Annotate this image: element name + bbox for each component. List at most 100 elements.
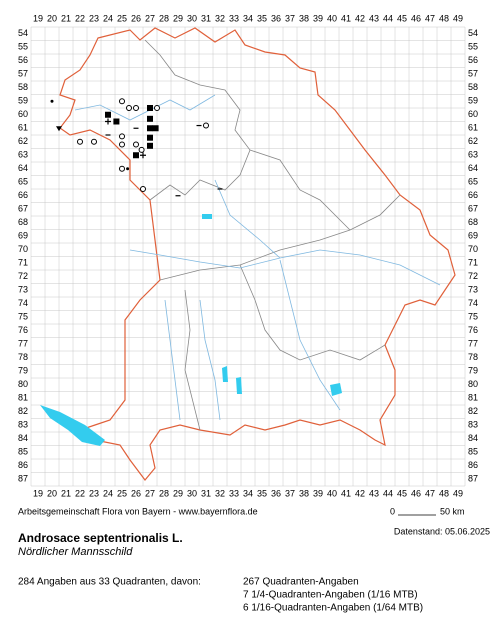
column-label: 22 bbox=[75, 13, 85, 23]
column-label: 23 bbox=[89, 488, 99, 498]
marker-triangle bbox=[56, 126, 62, 132]
river bbox=[279, 259, 341, 411]
marker-square bbox=[147, 125, 153, 132]
row-label: 83 bbox=[468, 420, 478, 430]
row-label: 74 bbox=[468, 298, 478, 308]
row-label: 73 bbox=[18, 285, 28, 295]
lake bbox=[222, 366, 228, 382]
district-border bbox=[184, 289, 201, 431]
column-label: 30 bbox=[187, 488, 197, 498]
river bbox=[214, 179, 281, 259]
row-label: 55 bbox=[18, 42, 28, 52]
column-label: 20 bbox=[47, 13, 57, 23]
marker-circle bbox=[119, 165, 125, 172]
lake bbox=[202, 214, 212, 219]
column-label: 21 bbox=[61, 13, 71, 23]
column-label: 39 bbox=[313, 13, 323, 23]
row-label: 73 bbox=[468, 285, 478, 295]
row-label: 76 bbox=[18, 325, 28, 335]
column-label: 25 bbox=[117, 488, 127, 498]
row-label: 87 bbox=[18, 474, 28, 484]
row-label: 62 bbox=[468, 136, 478, 146]
row-label: 84 bbox=[18, 433, 28, 443]
column-label: 36 bbox=[271, 13, 281, 23]
row-label: 68 bbox=[468, 217, 478, 227]
row-label: 61 bbox=[18, 123, 28, 133]
marker-circle bbox=[133, 141, 139, 148]
row-label: 55 bbox=[468, 42, 478, 52]
column-label: 41 bbox=[341, 488, 351, 498]
row-label: 74 bbox=[18, 298, 28, 308]
column-label: 24 bbox=[103, 13, 113, 23]
column-label: 42 bbox=[355, 13, 365, 23]
marker-circle bbox=[138, 146, 145, 153]
marker-square bbox=[147, 142, 153, 149]
district-border bbox=[239, 264, 386, 361]
column-label: 38 bbox=[299, 13, 309, 23]
marker-plus bbox=[105, 118, 111, 125]
row-label: 76 bbox=[468, 325, 478, 335]
column-label: 30 bbox=[187, 13, 197, 23]
row-label: 59 bbox=[468, 96, 478, 106]
row-label: 57 bbox=[468, 69, 478, 79]
stats-line: 7 1/4-Quadranten-Angaben (1/16 MTB) bbox=[243, 590, 418, 601]
marker-circle bbox=[154, 105, 160, 111]
lake bbox=[236, 377, 242, 394]
marker-square bbox=[105, 111, 111, 118]
row-label: 54 bbox=[468, 28, 478, 38]
row-label: 69 bbox=[468, 231, 478, 241]
column-label: 48 bbox=[439, 488, 449, 498]
row-label: 82 bbox=[468, 406, 478, 416]
row-label: 57 bbox=[18, 69, 28, 79]
row-label: 71 bbox=[18, 258, 28, 268]
row-label: 86 bbox=[18, 460, 28, 470]
column-label: 32 bbox=[215, 488, 225, 498]
marker-square bbox=[147, 115, 153, 122]
column-label: 31 bbox=[201, 488, 211, 498]
marker-plus bbox=[140, 152, 146, 159]
marker-square bbox=[133, 152, 139, 159]
marker-square bbox=[113, 118, 120, 125]
river bbox=[164, 299, 181, 421]
marker-circle bbox=[140, 186, 146, 192]
marker-circle bbox=[203, 122, 209, 129]
marker-dot bbox=[126, 167, 130, 171]
row-label: 86 bbox=[468, 460, 478, 470]
column-label: 40 bbox=[327, 488, 337, 498]
row-label: 64 bbox=[468, 163, 478, 173]
row-label: 64 bbox=[18, 163, 28, 173]
column-label: 43 bbox=[369, 13, 379, 23]
column-label: 44 bbox=[383, 488, 393, 498]
row-label: 56 bbox=[18, 55, 28, 65]
column-label: 20 bbox=[47, 488, 57, 498]
marker-square bbox=[147, 134, 153, 141]
column-label: 31 bbox=[201, 13, 211, 23]
column-label: 40 bbox=[327, 13, 337, 23]
column-label: 44 bbox=[383, 13, 393, 23]
row-label: 66 bbox=[468, 190, 478, 200]
marker-square bbox=[147, 105, 153, 111]
column-label: 29 bbox=[173, 488, 183, 498]
column-label: 34 bbox=[243, 488, 253, 498]
column-label: 19 bbox=[33, 488, 43, 498]
column-label: 28 bbox=[159, 13, 169, 23]
row-label: 67 bbox=[468, 204, 478, 214]
column-label: 29 bbox=[173, 13, 183, 23]
column-label: 49 bbox=[453, 488, 463, 498]
column-label: 46 bbox=[411, 488, 421, 498]
column-label: 36 bbox=[271, 488, 281, 498]
bavaria-border bbox=[59, 27, 456, 481]
lake bbox=[40, 405, 105, 446]
row-label: 85 bbox=[468, 447, 478, 457]
row-label: 79 bbox=[468, 366, 478, 376]
row-label: 75 bbox=[18, 312, 28, 322]
markers bbox=[50, 98, 223, 197]
column-label: 47 bbox=[425, 488, 435, 498]
column-label: 48 bbox=[439, 13, 449, 23]
river bbox=[74, 94, 216, 121]
row-label: 72 bbox=[18, 271, 28, 281]
marker-square bbox=[152, 125, 159, 132]
row-label: 56 bbox=[468, 55, 478, 65]
row-label: 63 bbox=[18, 150, 28, 160]
